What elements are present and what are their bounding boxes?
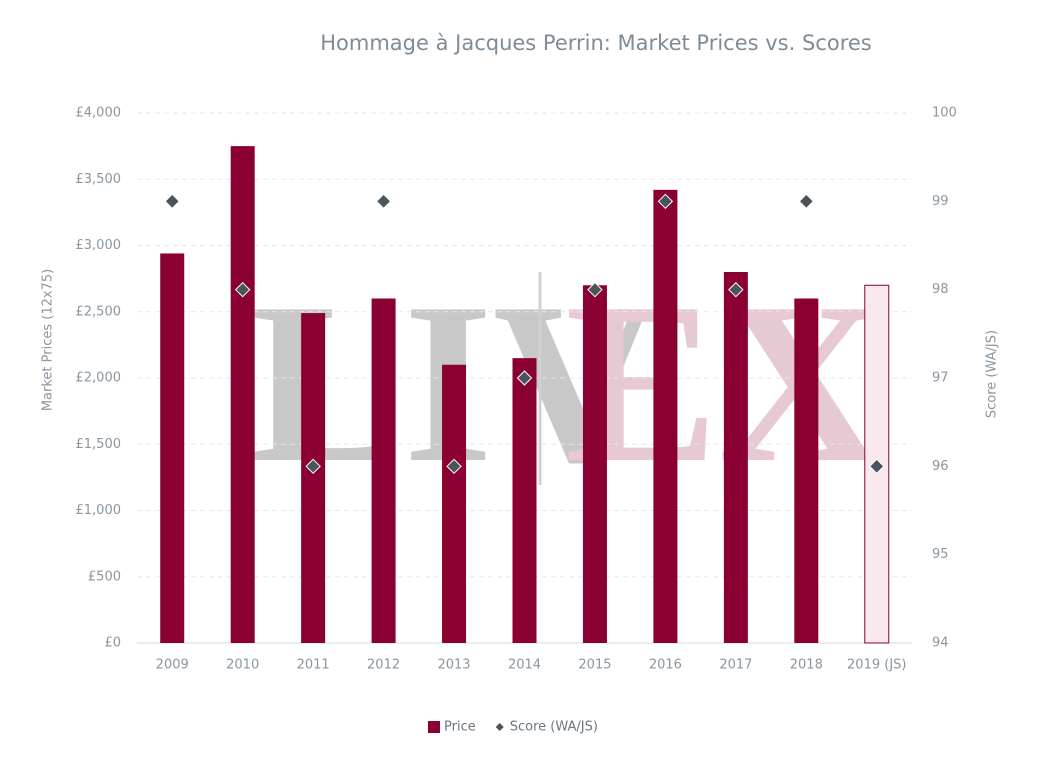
- y2-tick-label: 98: [932, 282, 949, 297]
- x-tick-label: 2016: [649, 658, 682, 673]
- y2-tick-label: 95: [932, 547, 949, 562]
- score-marker: [446, 458, 462, 475]
- y-tick-label: £2,500: [76, 304, 122, 319]
- score-marker: [164, 193, 180, 210]
- y-tick-label: £1,000: [76, 503, 122, 518]
- y2-tick-label: 94: [932, 636, 949, 651]
- y-tick-label: £0: [104, 636, 121, 651]
- chart-title: Hommage à Jacques Perrin: Market Prices …: [320, 31, 872, 55]
- bar: [723, 272, 748, 643]
- y-tick-label: £4,000: [76, 106, 122, 121]
- x-tick-label: 2012: [367, 658, 400, 673]
- y-tick-label: £3,500: [76, 172, 122, 187]
- y2-tick-label: 100: [932, 106, 957, 121]
- y-tick-label: £1,500: [76, 437, 122, 452]
- bar: [301, 313, 326, 643]
- bar: [442, 364, 467, 643]
- bar: [653, 189, 678, 643]
- bar: [230, 146, 255, 643]
- y-tick-label: £3,000: [76, 238, 122, 253]
- legend-swatch: [428, 721, 440, 733]
- x-tick-label: 2014: [508, 658, 541, 673]
- score-marker: [587, 281, 603, 298]
- bar: [371, 298, 396, 643]
- y2-tick-label: 96: [932, 459, 949, 474]
- x-tick-label: 2018: [790, 658, 823, 673]
- bar: [512, 358, 537, 643]
- legend-swatch: [495, 723, 504, 731]
- x-tick-label: 2009: [156, 658, 189, 673]
- x-tick-label: 2011: [297, 658, 330, 673]
- y2-tick-label: 97: [932, 371, 949, 386]
- score-marker: [234, 281, 251, 298]
- score-marker: [657, 193, 674, 210]
- score-marker: [375, 193, 392, 210]
- y2-axis-label: Score (WA/JS): [985, 330, 1000, 418]
- x-tick-label: 2013: [437, 658, 470, 673]
- score-marker: [516, 370, 533, 386]
- score-marker: [305, 458, 321, 475]
- y-axis-label: Market Prices (12x75): [41, 269, 56, 411]
- x-tick-label: 2017: [719, 658, 752, 673]
- x-tick-label: 2010: [226, 658, 259, 673]
- y-tick-label: £2,000: [76, 371, 122, 386]
- bar: [582, 285, 607, 643]
- score-marker: [798, 193, 815, 210]
- x-tick-label: 2019 (JS): [847, 658, 906, 673]
- y-tick-label: £500: [88, 569, 121, 584]
- score-marker: [869, 458, 885, 475]
- legend-label: Score (WA/JS): [510, 720, 598, 735]
- bar: [160, 253, 185, 643]
- bar: [794, 298, 819, 643]
- x-tick-label: 2015: [578, 658, 611, 673]
- y2-tick-label: 99: [932, 194, 949, 209]
- score-marker: [728, 281, 744, 298]
- legend-label: Price: [444, 720, 476, 735]
